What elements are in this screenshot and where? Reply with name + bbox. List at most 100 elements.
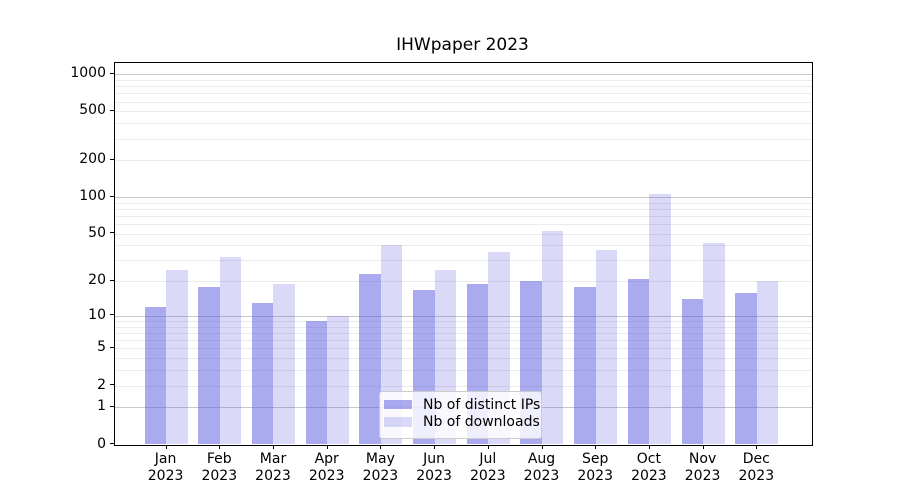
bar-distinct-ips-apr — [305, 321, 328, 445]
minor-gridline — [115, 348, 812, 350]
bar-distinct-ips-may — [359, 274, 381, 445]
minor-gridline — [115, 138, 812, 140]
minor-gridline — [115, 79, 812, 81]
y-tick-mark — [110, 109, 114, 111]
y-tick-label: 1000 — [70, 65, 106, 82]
x-tick-label: Aug 2023 — [523, 451, 560, 484]
bar-downloads-aug — [541, 230, 564, 445]
minor-gridline — [115, 216, 812, 218]
x-tick-mark — [541, 445, 543, 449]
y-tick-mark — [110, 195, 114, 197]
x-tick-label: Sep 2023 — [577, 451, 613, 484]
legend-swatch-downloads — [384, 417, 412, 427]
major-gridline — [115, 315, 812, 317]
minor-gridline — [115, 123, 812, 125]
y-tick-label: 100 — [79, 188, 106, 205]
x-tick-mark — [219, 445, 221, 449]
x-tick-mark — [595, 445, 597, 449]
minor-gridline — [115, 260, 812, 262]
bar-downloads-dec — [756, 281, 779, 445]
y-tick-label: 50 — [88, 224, 106, 241]
x-tick-label: Mar 2023 — [255, 451, 291, 484]
y-tick-label: 10 — [88, 306, 106, 323]
y-tick-mark — [110, 279, 114, 281]
chart-title: IHWpaper 2023 — [396, 35, 529, 55]
x-tick-mark — [273, 445, 274, 449]
bar-downloads-nov — [703, 242, 725, 445]
x-tick-mark — [326, 445, 328, 449]
y-tick-label: 200 — [79, 151, 106, 168]
legend-item-distinct-ips: Nb of distinct IPs — [380, 396, 541, 413]
legend-label-distinct-ips: Nb of distinct IPs — [423, 396, 541, 413]
minor-gridline — [115, 333, 812, 335]
x-tick-mark — [702, 445, 704, 449]
minor-gridline — [115, 233, 812, 235]
x-tick-label: Dec 2023 — [738, 451, 775, 484]
legend-label-downloads: Nb of downloads — [423, 413, 540, 430]
minor-gridline — [115, 340, 812, 342]
x-tick-mark — [434, 445, 436, 449]
major-gridline — [115, 197, 812, 199]
x-tick-label: Apr 2023 — [308, 451, 345, 484]
x-tick-mark — [487, 445, 489, 449]
bar-distinct-ips-jan — [144, 307, 166, 445]
x-tick-mark — [165, 445, 167, 449]
x-tick-label: Jun 2023 — [416, 451, 452, 484]
y-tick-label: 5 — [97, 339, 106, 356]
y-tick-label: 0 — [97, 435, 106, 452]
minor-gridline — [115, 321, 812, 323]
bar-distinct-ips-nov — [681, 299, 703, 445]
y-tick-label: 20 — [88, 272, 106, 289]
x-tick-mark — [648, 445, 650, 449]
bar-downloads-apr — [327, 315, 349, 445]
y-tick-mark — [110, 346, 114, 348]
minor-gridline — [115, 385, 812, 387]
bar-downloads-sep — [595, 249, 618, 445]
x-tick-label: Jul 2023 — [469, 451, 506, 484]
x-tick-mark — [380, 445, 382, 449]
y-tick-mark — [110, 72, 114, 74]
bar-downloads-oct — [649, 193, 671, 445]
bar-distinct-ips-mar — [251, 303, 274, 445]
bar-distinct-ips-oct — [627, 278, 650, 445]
minor-gridline — [115, 202, 812, 204]
legend-item-downloads: Nb of downloads — [380, 413, 541, 430]
minor-gridline — [115, 326, 812, 328]
minor-gridline — [115, 224, 812, 226]
x-tick-label: Feb 2023 — [201, 451, 238, 484]
minor-gridline — [115, 111, 812, 113]
y-tick-label: 500 — [79, 102, 106, 119]
y-tick-mark — [110, 443, 114, 444]
y-tick-mark — [110, 384, 114, 386]
x-tick-label: Nov 2023 — [684, 451, 721, 484]
y-tick-mark — [110, 158, 114, 160]
y-tick-label: 2 — [97, 376, 106, 393]
minor-gridline — [115, 101, 812, 103]
minor-gridline — [115, 208, 812, 210]
y-tick-mark — [110, 314, 114, 316]
y-tick-label: 1 — [97, 398, 106, 415]
minor-gridline — [115, 245, 812, 247]
minor-gridline — [115, 358, 812, 360]
minor-gridline — [115, 281, 812, 283]
bar-distinct-ips-feb — [198, 286, 220, 445]
x-tick-label: Jan 2023 — [147, 451, 184, 484]
y-tick-mark — [110, 405, 114, 407]
major-gridline — [115, 74, 812, 76]
bar-distinct-ips-dec — [735, 292, 757, 445]
x-tick-mark — [756, 445, 758, 449]
bar-downloads-jan — [166, 269, 188, 445]
legend: Nb of distinct IPs Nb of downloads — [379, 391, 542, 439]
minor-gridline — [115, 86, 812, 88]
plot-area — [114, 62, 813, 446]
legend-swatch-distinct-ips — [384, 399, 412, 410]
bar-downloads-feb — [219, 257, 242, 445]
minor-gridline — [115, 370, 812, 372]
minor-gridline — [115, 93, 812, 95]
y-tick-mark — [110, 232, 114, 234]
bar-distinct-ips-sep — [574, 286, 596, 445]
bar-downloads-mar — [273, 283, 295, 445]
minor-gridline — [115, 160, 812, 162]
x-tick-label: Oct 2023 — [631, 451, 667, 484]
